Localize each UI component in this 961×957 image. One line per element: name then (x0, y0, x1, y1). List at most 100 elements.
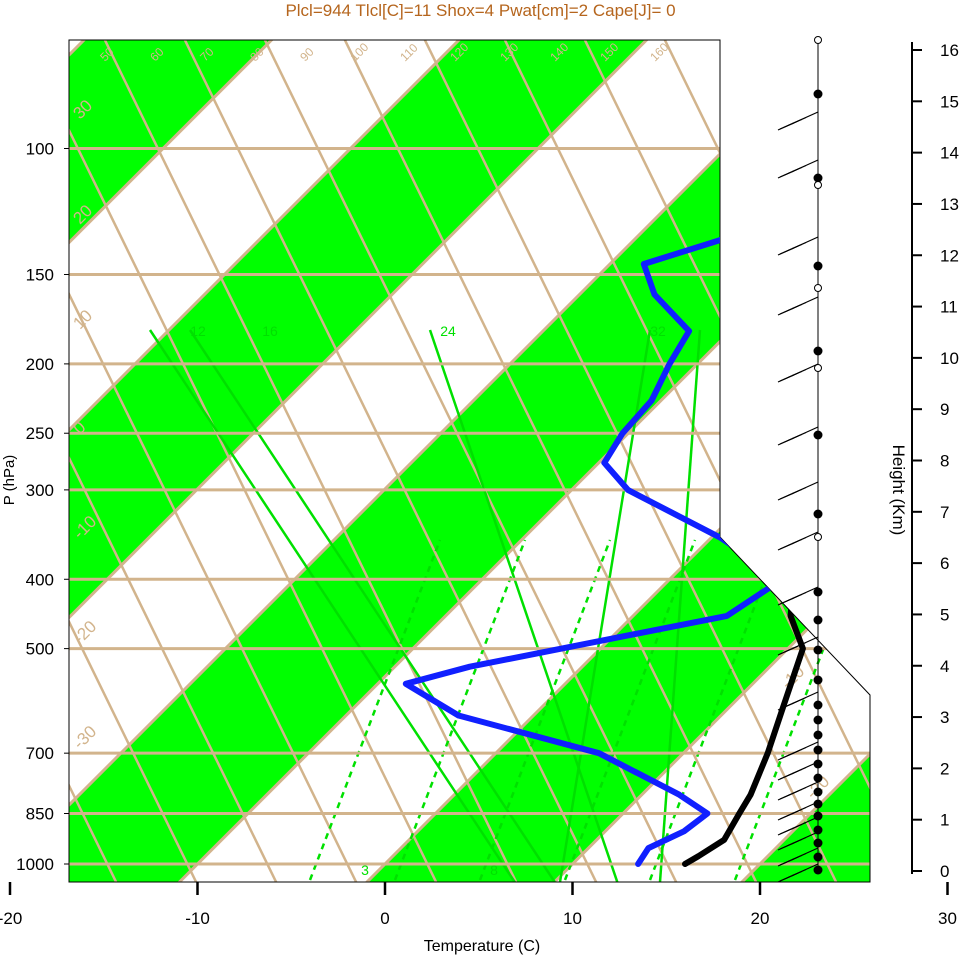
barb-open-dot (814, 36, 822, 44)
dry-adiabat (498, 40, 870, 882)
x-tick-label: -20 (0, 909, 22, 928)
barb-dot (813, 865, 823, 875)
barb-dot (813, 173, 823, 183)
green-band (734, 40, 870, 882)
mixing-ratio-label: 12 (190, 323, 206, 339)
wind-barb-feather (791, 787, 807, 795)
height-tick-label: 2 (940, 759, 949, 778)
isotherm-label: 110 (397, 40, 421, 64)
x-tick-label: 0 (380, 909, 389, 928)
isotherm-label: 90 (297, 45, 317, 65)
barb-dot (813, 745, 823, 755)
moist-adiabat (563, 539, 697, 881)
mixing-ratio-line (428, 329, 622, 882)
height-tick-label: 6 (940, 554, 949, 573)
wind-barb-feather (791, 642, 807, 650)
barb-dot (813, 799, 823, 809)
y-tick-label: 500 (26, 640, 54, 659)
y-tick-label: 200 (26, 355, 54, 374)
barb-dot (813, 89, 823, 99)
dry-adiabat (738, 40, 870, 882)
barb-open-dot (814, 284, 822, 292)
y-axis-label: P (hPa) (1, 455, 18, 506)
moist-adiabat (733, 539, 867, 881)
barb-dot (813, 838, 823, 848)
plot-border (68, 39, 871, 883)
barb-dot (813, 615, 823, 625)
isotherm-label: 20 (727, 336, 754, 363)
wind-barb-feather (791, 747, 807, 755)
height-tick-label: 3 (940, 708, 949, 727)
mixing-ratio-label: 3 (361, 862, 369, 878)
wind-barb-feather (791, 302, 807, 310)
y-tick-label: 150 (26, 265, 54, 284)
temperature-profile-line (682, 160, 870, 867)
isotherm-label: -30 (69, 722, 100, 753)
isotherm-line (69, 40, 846, 882)
mixing-ratio-label: 16 (262, 323, 278, 339)
barb-open-dot (814, 181, 822, 189)
x-tick-label: 10 (563, 909, 582, 928)
green-band (359, 40, 870, 882)
isotherm-label: 10 (727, 446, 754, 473)
y-tick-label: 850 (26, 804, 54, 823)
mixing-ratio-label: 32 (650, 323, 666, 339)
wind-barb-feather (791, 117, 807, 125)
y-tick-label: 700 (26, 744, 54, 763)
mixing-ratio-label: 24 (440, 323, 456, 339)
wind-barb-feather (791, 767, 807, 775)
barb-dot (813, 509, 823, 519)
height-tick-label: 9 (940, 400, 949, 419)
height-tick-label: 1 (940, 811, 949, 830)
isotherm-line (170, 40, 870, 882)
y-tick-label: 250 (26, 424, 54, 443)
height-tick-label: 7 (940, 503, 949, 522)
barb-dot (813, 675, 823, 685)
height-tick-label: 15 (940, 92, 959, 111)
wind-barb-feather (791, 487, 807, 495)
dry-adiabat (338, 40, 762, 882)
isotherm-label: 40 (727, 116, 754, 143)
height-tick-label: 8 (940, 452, 949, 471)
dry-adiabat (98, 40, 522, 882)
wind-barb-feather (791, 242, 807, 250)
wind-barb-feather (791, 853, 807, 861)
x-tick-label: 20 (751, 909, 770, 928)
height-tick-label: 11 (940, 298, 958, 317)
isotherm-line (69, 40, 658, 882)
isotherm-label: -30 (827, 882, 858, 913)
isotherm-line (732, 40, 870, 882)
wind-barb-feather (791, 165, 807, 173)
barb-dot (813, 346, 823, 356)
x-tick-label: -10 (185, 909, 210, 928)
barb-dot (813, 773, 823, 783)
barb-dot (813, 759, 823, 769)
isotherm-label: 30 (727, 226, 754, 253)
wind-barb-feather (791, 697, 807, 705)
height-tick-label: 14 (940, 144, 959, 163)
y-tick-label: 400 (26, 570, 54, 589)
moist-adiabat (648, 539, 782, 881)
wind-barb-feather (791, 369, 807, 377)
moist-adiabat (308, 539, 442, 881)
isotherm-label: 10 (69, 306, 96, 333)
moist-adiabat (393, 539, 527, 881)
barb-dot (813, 825, 823, 835)
height-tick-label: 4 (940, 657, 949, 676)
wind-barb-feather (791, 537, 807, 545)
wind-barb-feather (791, 837, 807, 845)
isotherm-label: 100 (347, 40, 371, 64)
height-tick-label: 12 (940, 246, 959, 265)
height-tick-label: 0 (940, 862, 949, 881)
y-tick-label: 1000 (16, 855, 54, 874)
wind-barb-feather (791, 592, 807, 600)
dry-adiabat (258, 40, 682, 882)
x-axis-label: Temperature (C) (424, 938, 540, 955)
isotherm-line (69, 40, 471, 882)
moist-adiabat (478, 539, 612, 881)
height-tick-label: 5 (940, 605, 949, 624)
height-tick-label: 13 (940, 195, 959, 214)
dry-adiabat (69, 40, 362, 882)
dry-adiabat (178, 40, 602, 882)
